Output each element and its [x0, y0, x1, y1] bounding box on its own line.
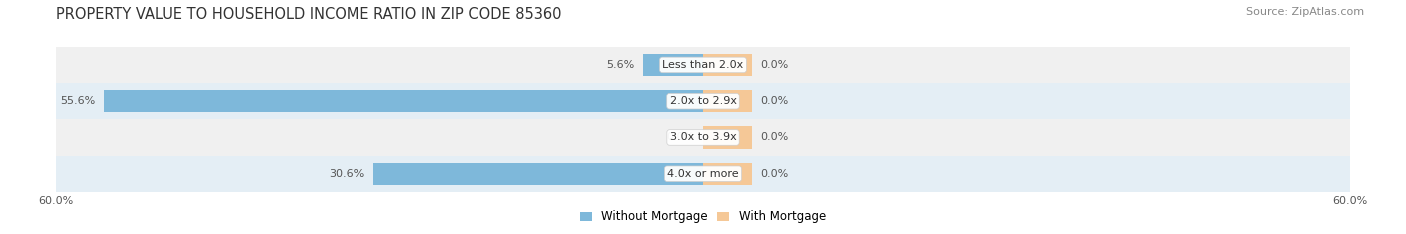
Bar	[373, 162, 703, 185]
Text: 4.0x or more: 4.0x or more	[668, 169, 738, 179]
Text: 0.0%: 0.0%	[666, 132, 695, 143]
Text: 0.0%: 0.0%	[761, 60, 789, 70]
Bar	[56, 83, 1350, 119]
Text: Less than 2.0x: Less than 2.0x	[662, 60, 744, 70]
Text: 0.0%: 0.0%	[761, 132, 789, 143]
Bar	[703, 54, 752, 76]
Text: Source: ZipAtlas.com: Source: ZipAtlas.com	[1246, 7, 1364, 17]
Bar	[56, 119, 1350, 156]
Bar	[703, 126, 752, 149]
Bar	[643, 54, 703, 76]
Text: 0.0%: 0.0%	[761, 96, 789, 106]
Text: PROPERTY VALUE TO HOUSEHOLD INCOME RATIO IN ZIP CODE 85360: PROPERTY VALUE TO HOUSEHOLD INCOME RATIO…	[56, 7, 562, 22]
Text: 0.0%: 0.0%	[761, 169, 789, 179]
Text: 5.6%: 5.6%	[606, 60, 634, 70]
Text: 55.6%: 55.6%	[60, 96, 96, 106]
Legend: Without Mortgage, With Mortgage: Without Mortgage, With Mortgage	[575, 206, 831, 228]
Bar	[56, 47, 1350, 83]
Text: 3.0x to 3.9x: 3.0x to 3.9x	[669, 132, 737, 143]
Bar	[703, 90, 752, 113]
Text: 30.6%: 30.6%	[329, 169, 364, 179]
Bar	[56, 156, 1350, 192]
Bar	[104, 90, 703, 113]
Text: 2.0x to 2.9x: 2.0x to 2.9x	[669, 96, 737, 106]
Bar	[703, 162, 752, 185]
